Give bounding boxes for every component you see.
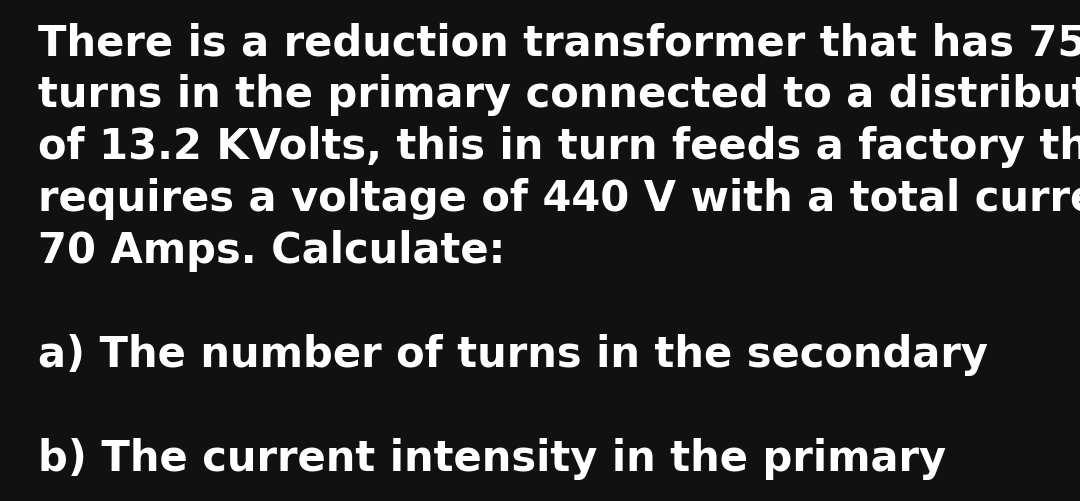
Text: 70 Amps. Calculate:: 70 Amps. Calculate:: [38, 230, 505, 272]
Text: of 13.2 KVolts, this in turn feeds a factory that: of 13.2 KVolts, this in turn feeds a fac…: [38, 126, 1080, 168]
Text: turns in the primary connected to a distribution line: turns in the primary connected to a dist…: [38, 74, 1080, 116]
Text: a) The number of turns in the secondary: a) The number of turns in the secondary: [38, 334, 988, 376]
Text: There is a reduction transformer that has 7500: There is a reduction transformer that ha…: [38, 22, 1080, 64]
Text: requires a voltage of 440 V with a total current of: requires a voltage of 440 V with a total…: [38, 178, 1080, 220]
Text: b) The current intensity in the primary: b) The current intensity in the primary: [38, 438, 946, 480]
